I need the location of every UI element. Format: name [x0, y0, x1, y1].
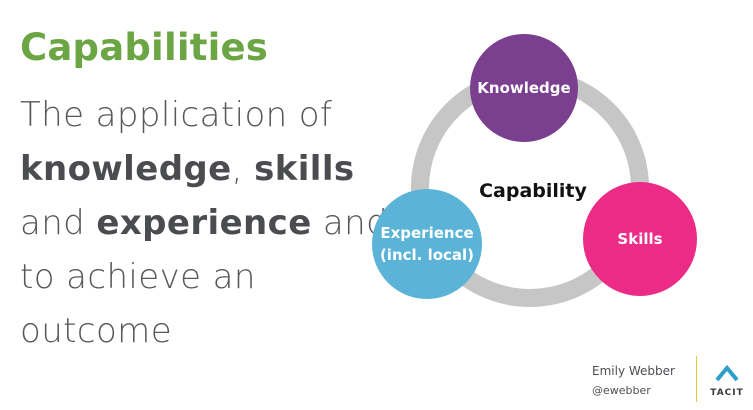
- node-experience-label: Experience (incl. local): [380, 222, 474, 266]
- tacit-chevron-icon: [715, 364, 739, 382]
- body-line-5: outcome: [20, 311, 173, 351]
- body-line-4: to achieve an: [20, 257, 256, 297]
- node-knowledge-label: Knowledge: [477, 79, 571, 97]
- body-line-2-separator: ,: [231, 149, 255, 189]
- node-experience-label-line2: (incl. local): [379, 246, 475, 264]
- body-term-experience: experience: [96, 203, 312, 243]
- tacit-logo: TACIT: [705, 358, 749, 402]
- author-handle: @ewebber: [592, 384, 651, 397]
- node-skills-label: Skills: [617, 230, 663, 248]
- body-line-3: and experience and: [20, 196, 400, 250]
- center-label-capability: Capability: [479, 180, 587, 202]
- body-term-skills: skills: [254, 149, 355, 189]
- slide-body-text: The application of knowledge, skills and…: [20, 88, 400, 358]
- body-term-knowledge: knowledge: [20, 149, 232, 189]
- slide-title: Capabilities: [20, 26, 268, 69]
- node-skills: Skills: [583, 182, 697, 296]
- body-line-2: knowledge, skills: [20, 142, 400, 196]
- body-line-1: The application of: [20, 95, 333, 135]
- node-experience-label-line1: Experience: [380, 224, 474, 242]
- footer-divider: [696, 356, 697, 402]
- capability-diagram: Knowledge Skills Experience (incl. local)…: [360, 20, 740, 320]
- author-name: Emily Webber: [592, 364, 675, 378]
- node-experience: Experience (incl. local): [372, 189, 482, 299]
- node-knowledge: Knowledge: [470, 34, 578, 142]
- body-line-3-lead: and: [20, 203, 97, 243]
- logo-text: TACIT: [710, 388, 744, 398]
